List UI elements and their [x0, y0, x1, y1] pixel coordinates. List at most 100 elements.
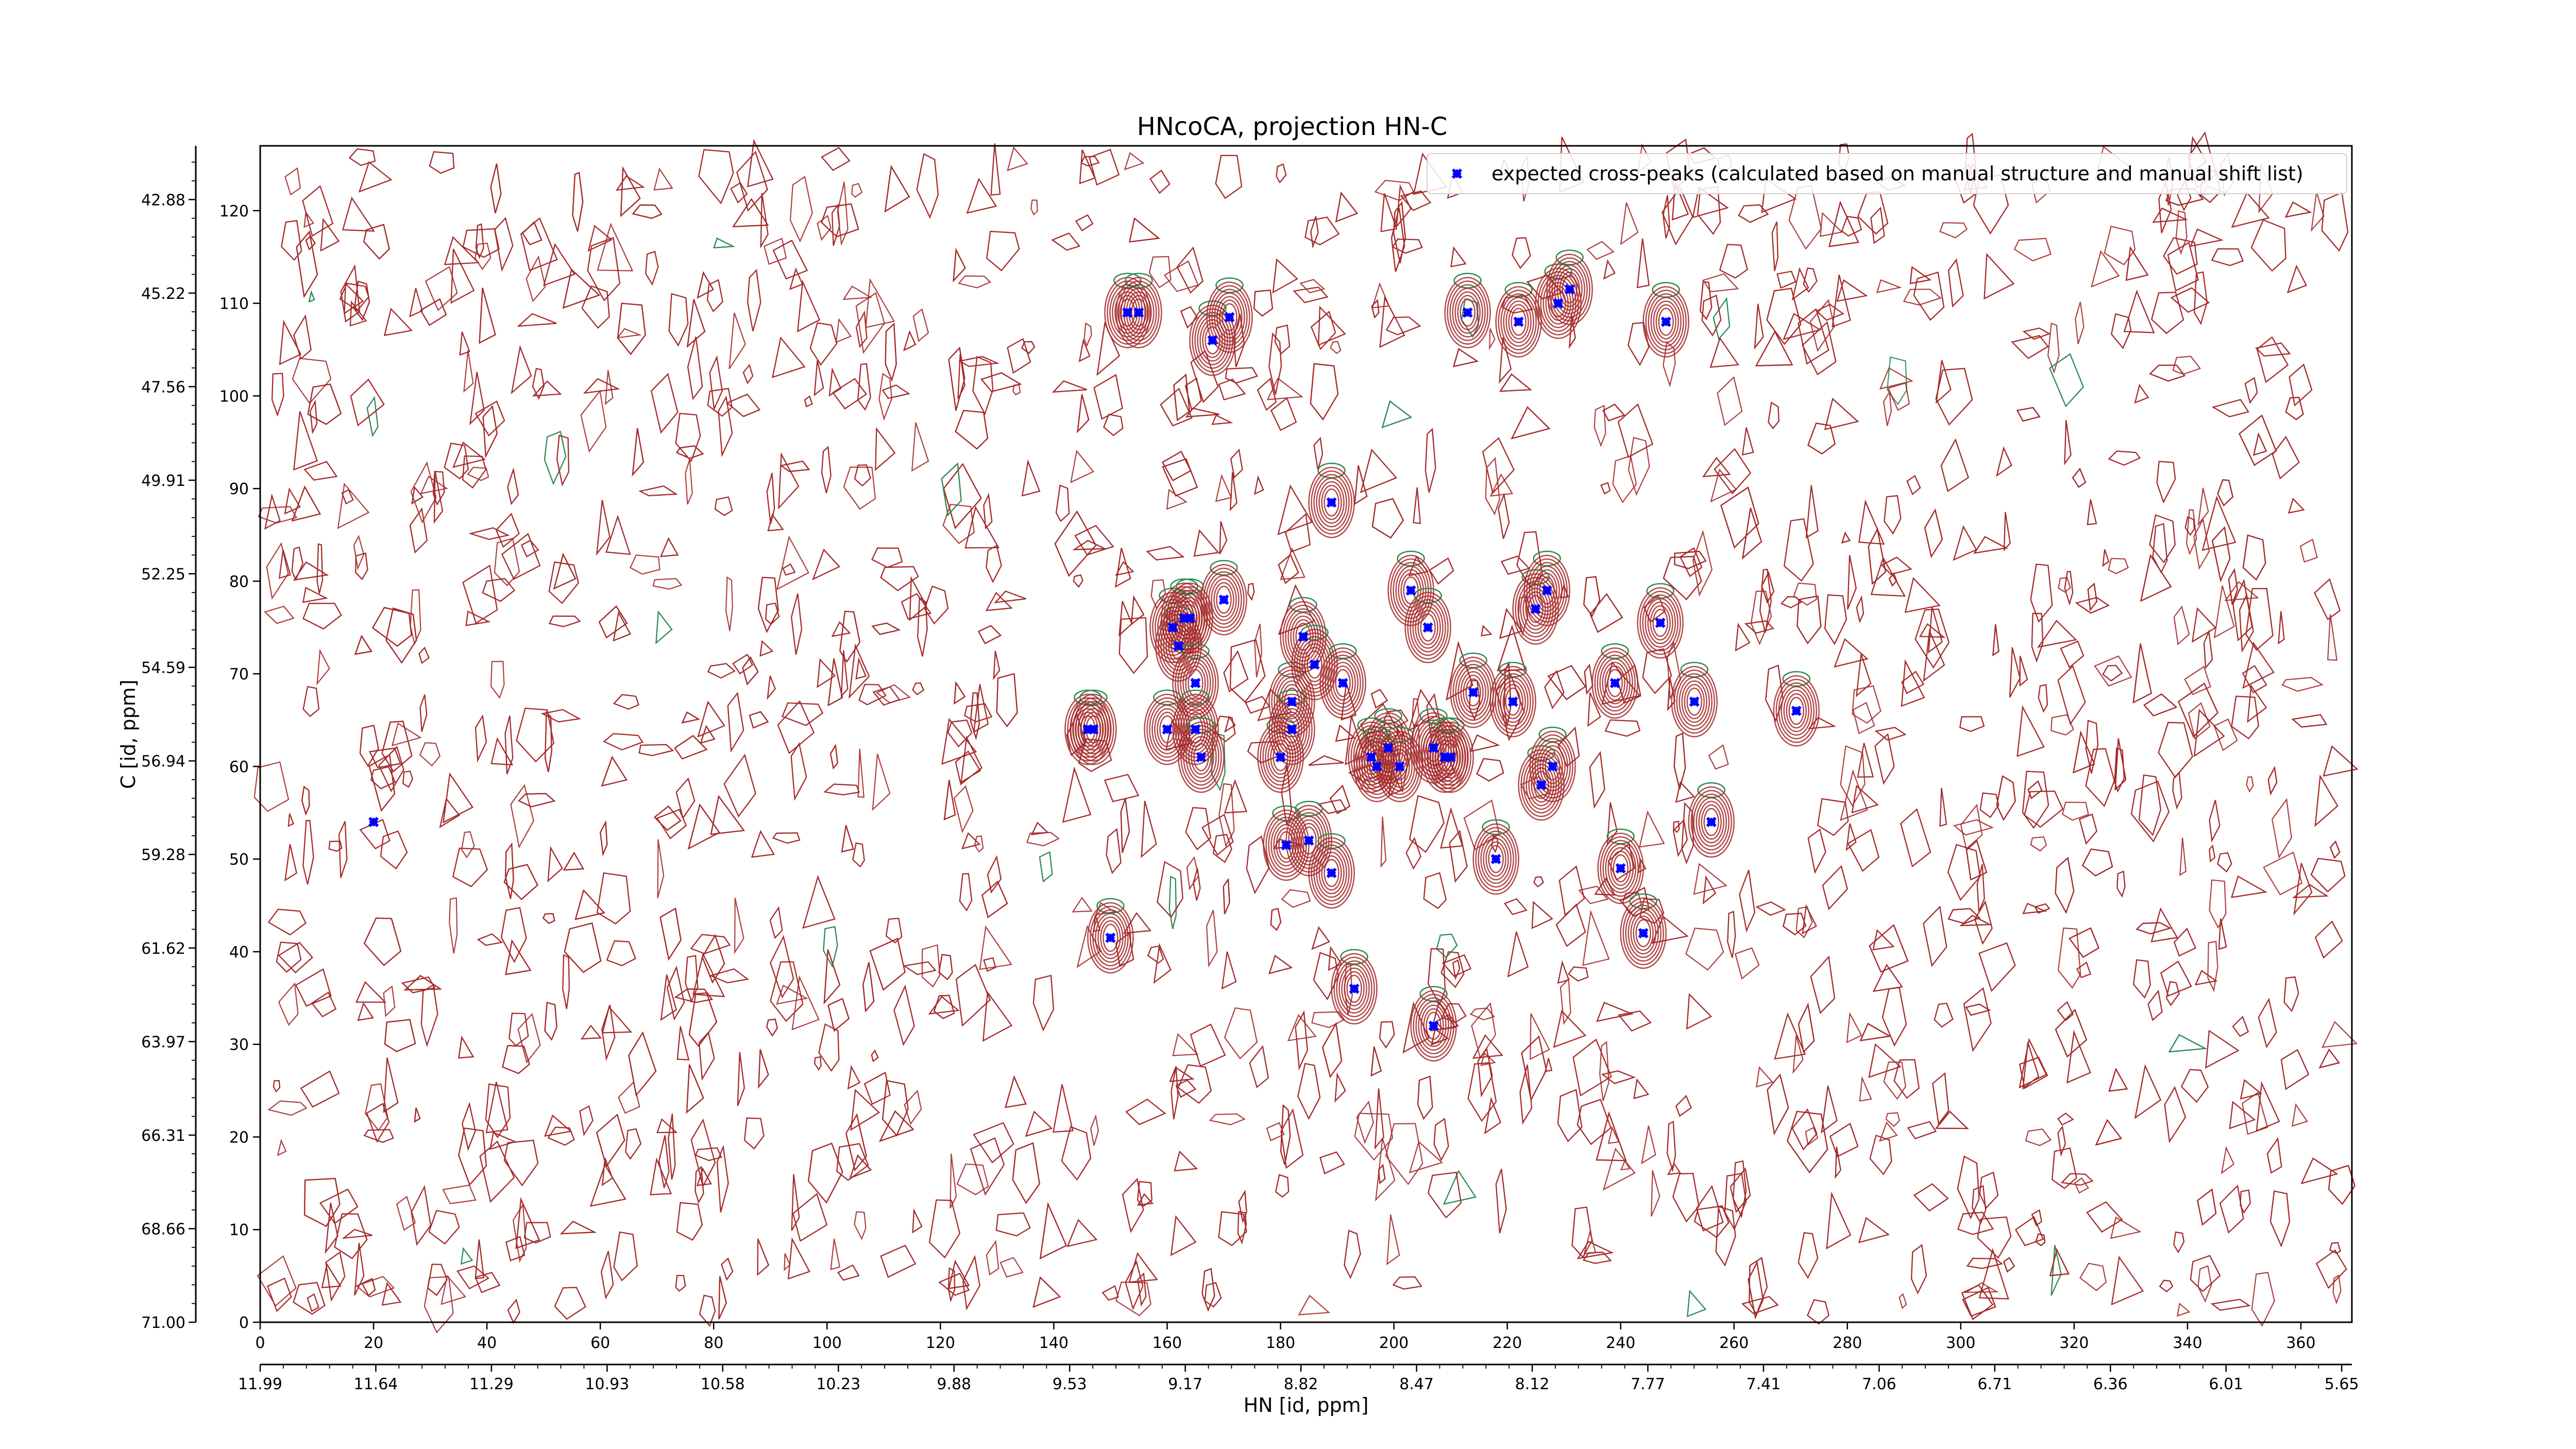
positive-contour — [1696, 797, 1727, 847]
noise-contour — [411, 1185, 432, 1246]
positive-contour — [1503, 297, 1534, 347]
noise-contour — [2050, 1244, 2062, 1296]
positive-contour — [1610, 850, 1631, 886]
positive-contour — [1316, 848, 1347, 898]
noise-contour — [2321, 1021, 2358, 1048]
positive-contour — [1607, 847, 1634, 890]
noise-contour — [1521, 1035, 1547, 1102]
noise-contour — [668, 1114, 676, 1180]
noise-contour — [1586, 241, 1615, 260]
noise-contour — [1344, 1229, 1361, 1279]
noise-contour — [328, 840, 343, 852]
noise-contour — [1641, 1125, 1656, 1165]
x2-tick-label: 5.65 — [2325, 1375, 2359, 1393]
chart-title: HNcoCA, projection HN-C — [1137, 112, 1447, 141]
noise-contour — [1370, 688, 1388, 709]
noise-contour — [823, 949, 841, 1005]
noise-contour — [1802, 904, 1817, 935]
noise-contour — [1308, 755, 1344, 766]
noise-contour — [1966, 1257, 2004, 1269]
noise-contour — [1066, 1219, 1098, 1248]
cross-peak-marker — [1655, 617, 1666, 628]
noise-contour — [2242, 534, 2266, 581]
noise-contour — [2289, 363, 2313, 407]
noise-contour — [1276, 163, 1287, 184]
peak-contour — [1308, 833, 1355, 909]
noise-contour — [690, 934, 731, 954]
noise-contour — [2110, 1216, 2142, 1239]
noise-contour — [1055, 484, 1070, 523]
positive-contour — [1549, 257, 1590, 322]
noise-contour — [714, 496, 733, 516]
noise-contour — [790, 742, 807, 801]
noise-contour — [462, 228, 500, 258]
positive-contour — [1404, 592, 1451, 664]
noise-contour — [1354, 1113, 1394, 1161]
positive-contour — [1389, 749, 1410, 784]
noise-contour — [1224, 715, 1236, 733]
noise-contour — [1959, 915, 1992, 926]
noise-contour — [757, 1238, 770, 1276]
cross-peak-marker — [1309, 659, 1320, 670]
noise-contour — [2293, 863, 2313, 916]
cross-peak-marker — [1286, 724, 1297, 735]
noise-contour — [2132, 959, 2151, 999]
noise-contour — [354, 634, 372, 655]
positive-contour — [1536, 572, 1557, 609]
noise-contour — [1476, 758, 1504, 782]
noise-contour — [778, 452, 800, 510]
noise-contour — [1904, 577, 1941, 613]
noise-contour — [653, 805, 682, 831]
noise-contour — [2160, 961, 2192, 997]
x-tick-label: 20 — [364, 1334, 383, 1352]
noise-contour — [1996, 775, 2016, 821]
noise-contour — [545, 711, 552, 772]
noise-contour — [2194, 271, 2208, 325]
noise-contour — [2087, 499, 2097, 526]
positive-contour — [1600, 836, 1641, 901]
noise-contour — [278, 549, 291, 579]
noise-contour — [852, 842, 865, 868]
noise-contour — [1206, 909, 1218, 968]
noise-contour — [1791, 267, 1809, 301]
noise-contour — [1360, 448, 1397, 493]
positive-contour — [1539, 576, 1555, 605]
noise-contour — [1807, 829, 1826, 874]
noise-contour — [1211, 414, 1233, 425]
noise-contour — [264, 493, 281, 530]
noise-contour — [616, 175, 645, 191]
noise-contour — [1836, 279, 1868, 302]
positive-contour — [1188, 669, 1204, 697]
noise-contour — [690, 1118, 716, 1188]
noise-contour — [855, 292, 885, 355]
noise-contour — [1533, 876, 1545, 888]
noise-contour — [1446, 641, 1473, 701]
noise-contour — [2163, 237, 2198, 275]
noise-contour — [342, 1228, 372, 1239]
noise-contour — [1484, 1097, 1501, 1135]
positive-contour — [1316, 477, 1347, 528]
noise-contour — [1992, 624, 1999, 656]
x-tick-label: 260 — [1719, 1334, 1749, 1352]
noise-contour — [1080, 156, 1100, 167]
noise-contour — [1709, 336, 1739, 368]
noise-contour — [554, 1287, 586, 1320]
noise-contour — [2197, 1188, 2217, 1226]
peak-contour — [1591, 643, 1638, 719]
positive-contour — [1285, 608, 1321, 665]
positive-contour — [1318, 851, 1345, 895]
positive-contour — [1131, 298, 1147, 327]
positive-contour — [1206, 571, 1242, 629]
positive-contour — [1216, 296, 1243, 339]
noise-contour — [1218, 378, 1246, 401]
x2-tick-label: 6.36 — [2093, 1375, 2128, 1393]
noise-contour — [2013, 238, 2052, 262]
positive-contour — [1410, 599, 1446, 656]
noise-contour — [2314, 774, 2338, 827]
peak-contour — [1444, 273, 1491, 348]
y2-tick-label: 56.94 — [141, 753, 185, 771]
noise-contour — [1512, 237, 1531, 269]
positive-contour — [1311, 470, 1352, 535]
noise-contour — [502, 1044, 530, 1074]
noise-contour — [1277, 484, 1313, 535]
